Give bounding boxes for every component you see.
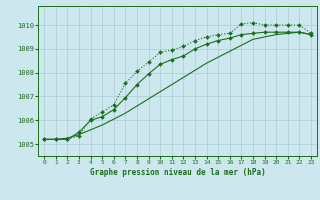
X-axis label: Graphe pression niveau de la mer (hPa): Graphe pression niveau de la mer (hPa) <box>90 168 266 177</box>
